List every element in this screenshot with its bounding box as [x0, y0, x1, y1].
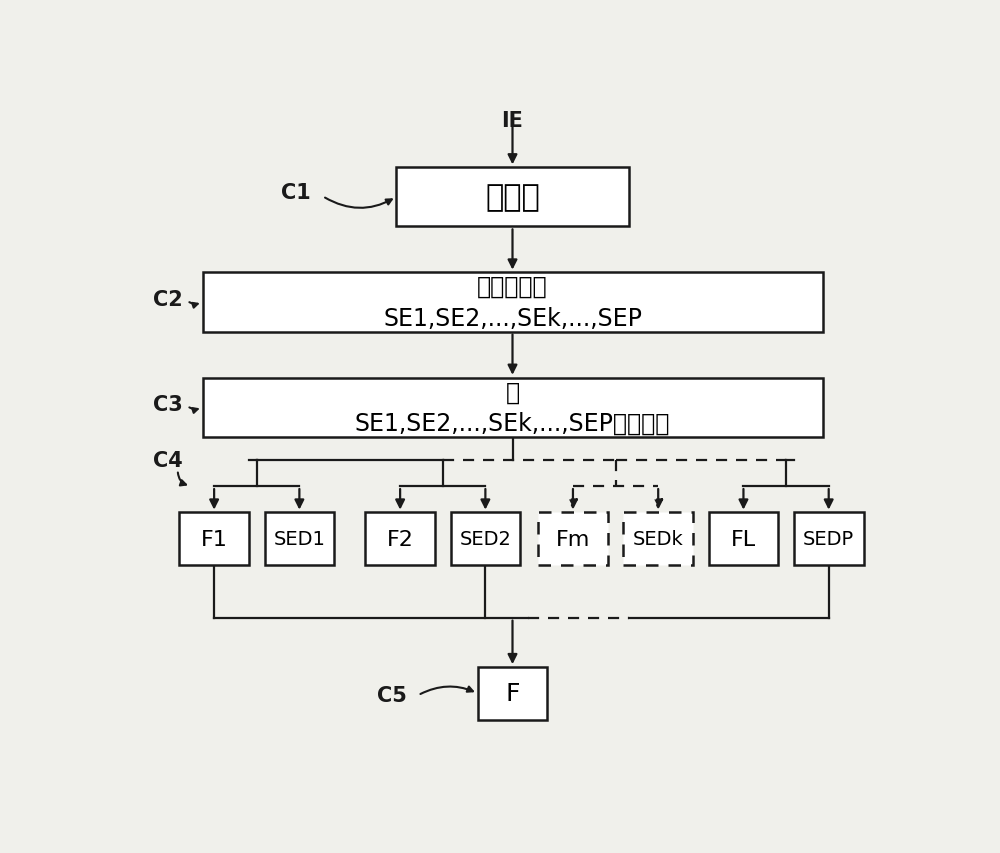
- Text: C4: C4: [153, 450, 182, 470]
- Bar: [623, 513, 693, 566]
- Bar: [478, 667, 547, 720]
- Text: 将块分组为
SE1,SE2,...,SEk,...,SEP: 将块分组为 SE1,SE2,...,SEk,...,SEP: [383, 275, 642, 330]
- Text: 划分块: 划分块: [485, 183, 540, 212]
- Bar: [794, 513, 864, 566]
- Text: C2: C2: [153, 289, 182, 310]
- Bar: [396, 168, 629, 227]
- Bar: [264, 513, 334, 566]
- Bar: [538, 513, 608, 566]
- Bar: [365, 513, 435, 566]
- Bar: [451, 513, 520, 566]
- Text: SED2: SED2: [459, 530, 511, 548]
- Text: Fm: Fm: [556, 529, 590, 549]
- Text: 对
SE1,SE2,...,SEk,...,SEP进行编码: 对 SE1,SE2,...,SEk,...,SEP进行编码: [355, 380, 670, 436]
- Text: C5: C5: [377, 686, 407, 705]
- Text: C3: C3: [153, 394, 182, 415]
- Text: F2: F2: [387, 529, 414, 549]
- Text: F: F: [505, 682, 520, 705]
- Text: SEDP: SEDP: [803, 530, 854, 548]
- Text: F1: F1: [201, 529, 228, 549]
- Text: SED1: SED1: [273, 530, 325, 548]
- Bar: [179, 513, 249, 566]
- Bar: [709, 513, 778, 566]
- Text: SEDk: SEDk: [633, 530, 684, 548]
- Bar: [202, 273, 822, 333]
- Bar: [202, 378, 822, 438]
- Text: C1: C1: [281, 183, 310, 203]
- Text: FL: FL: [731, 529, 756, 549]
- Text: IE: IE: [502, 111, 523, 131]
